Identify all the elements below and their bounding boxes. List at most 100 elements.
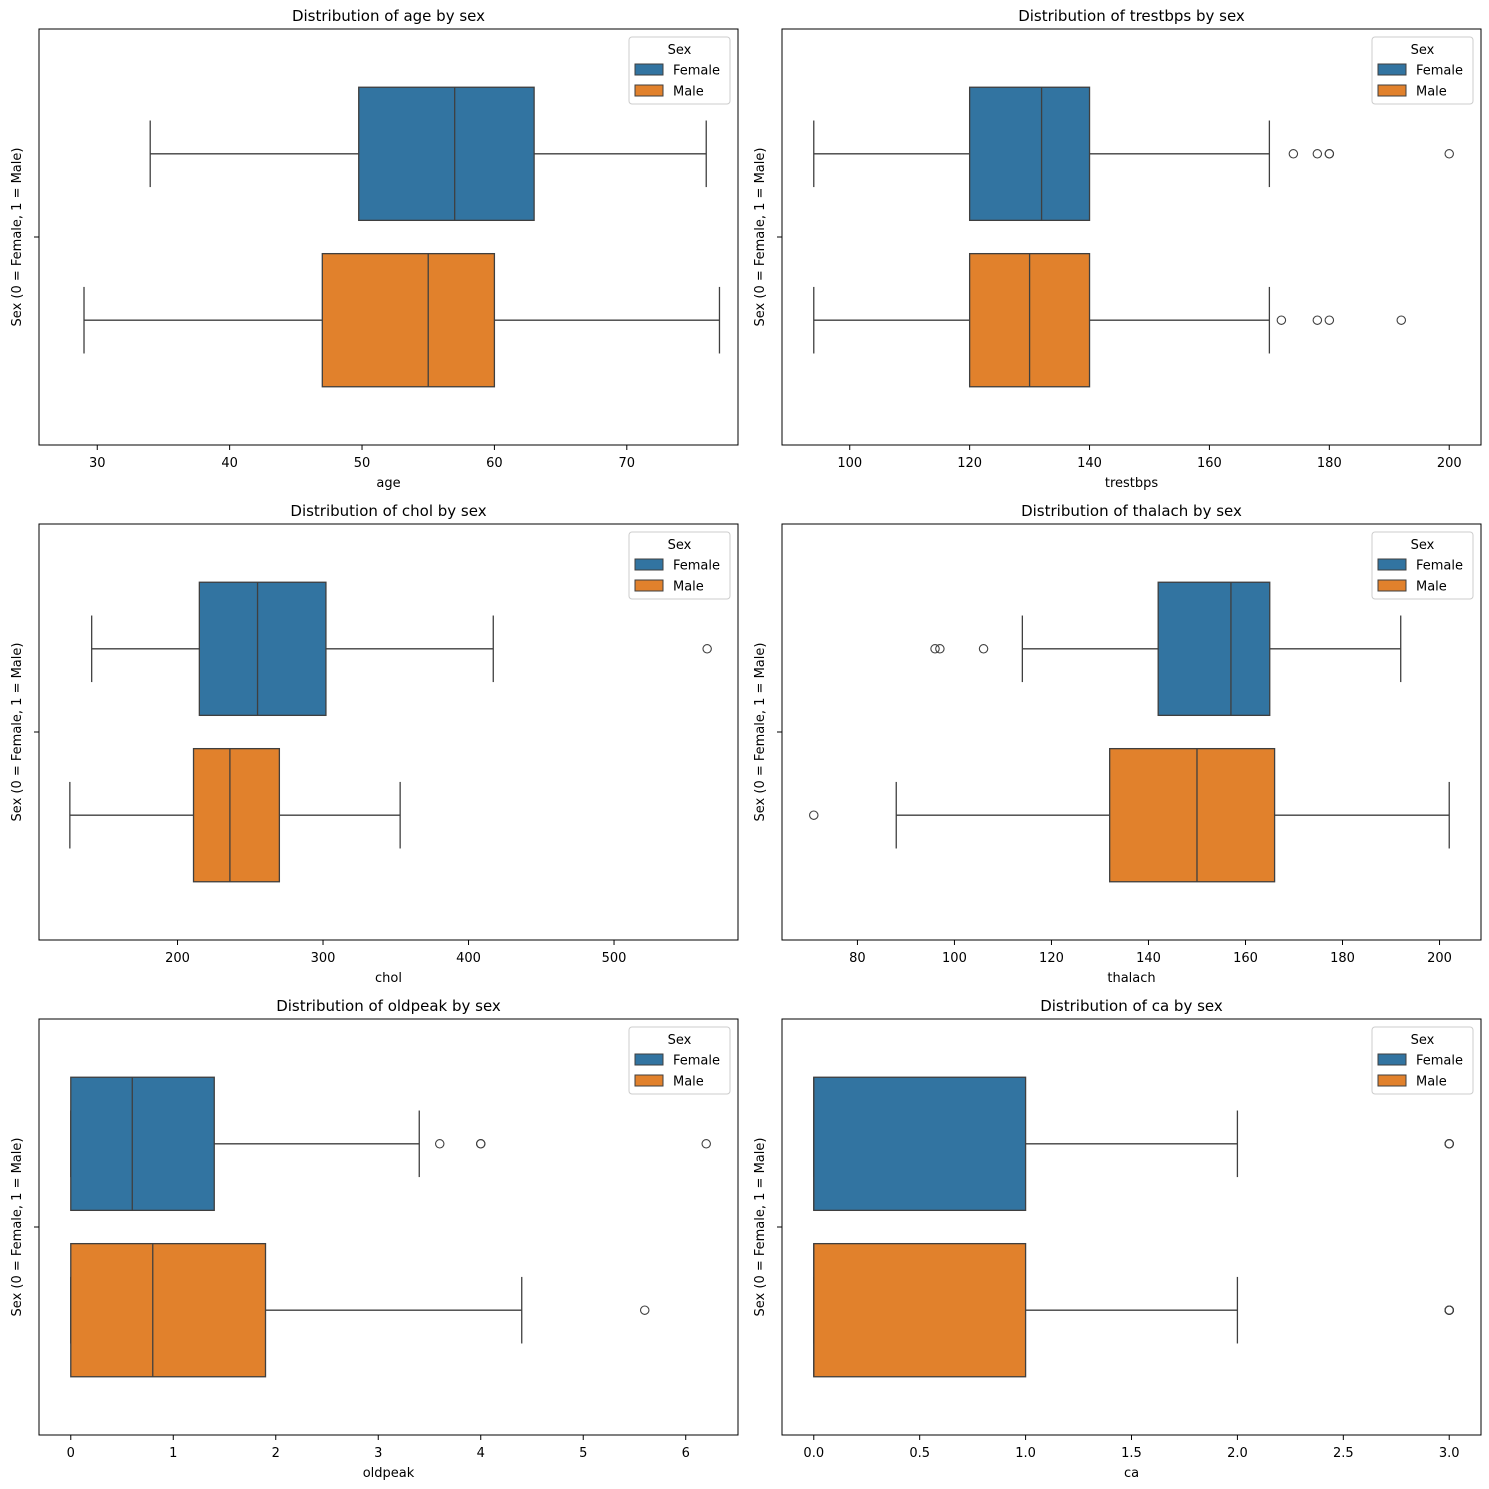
x-tick-label: 80 [849,951,866,966]
legend-swatch-female [634,63,664,76]
legend: Sex Female Male [1371,531,1474,600]
x-tick-label: 70 [619,456,636,471]
outlier-point [701,1139,711,1149]
outlier-point [434,1139,445,1149]
iqr-box [192,747,281,883]
y-axis-label: Sex (0 = Female, 1 = Male) [753,148,768,327]
outlier-point [978,644,989,654]
legend-swatch-male [634,1074,664,1087]
panel-chol: Distribution of chol by sex 200 300 400 500 c… [10,502,739,986]
box-female [813,86,1454,222]
panel-thalach: Distribution of thalach by sex 80 100 120 14… [753,502,1482,986]
legend: Sex Female Male [628,36,731,105]
x-tick-label: 500 [602,951,627,966]
iqr-box [321,252,496,388]
outlier-point [1288,149,1299,159]
x-tick-label: 1 [169,1446,177,1461]
legend-label-female: Female [1416,64,1463,79]
legend-label-female: Female [673,1054,720,1069]
legend-title: Sex [668,43,692,58]
legend-swatch-male [1377,579,1407,592]
iqr-box [813,1242,1027,1378]
box-female [813,1076,1454,1212]
legend: Sex Female Male [628,1026,731,1095]
y-axis-label: Sex (0 = Female, 1 = Male) [753,643,768,822]
box-male [813,1242,1454,1378]
x-axis-label: oldpeak [363,1466,415,1481]
x-tick-label: 1.0 [1015,1446,1036,1461]
legend-label-male: Male [673,85,704,100]
legend-swatch-male [1377,84,1407,97]
legend-swatch-female [1377,558,1407,571]
outlier-point [639,1305,650,1315]
outlier-point [1312,149,1323,159]
x-tick-label: 120 [1039,951,1064,966]
iqr-box [70,1076,215,1212]
panel-oldpeak: Distribution of oldpeak by sex 0 1 2 3 4 5 6 old… [10,997,739,1481]
outlier-point [809,810,819,820]
iqr-box [1157,581,1271,717]
legend-label-female: Female [1416,1054,1463,1069]
legend-label-female: Female [673,559,720,574]
x-tick-label: 3 [374,1446,382,1461]
box-female [930,581,1402,717]
x-axis-label: ca [1124,1466,1139,1481]
y-axis-label: Sex (0 = Female, 1 = Male) [10,148,25,327]
x-tick-label: 200 [1437,456,1462,471]
legend-title: Sex [668,1033,692,1048]
y-axis-label: Sex (0 = Female, 1 = Male) [753,1138,768,1317]
y-axis-label: Sex (0 = Female, 1 = Male) [10,643,25,822]
legend-label-female: Female [673,64,720,79]
legend-swatch-male [634,84,664,97]
x-tick-label: 6 [682,1446,690,1461]
outlier-point [1324,315,1335,325]
x-tick-label: 200 [1427,951,1452,966]
legend: Sex Female Male [628,531,731,600]
chart-title: Distribution of thalach by sex [1021,502,1242,520]
x-tick-label: 0.5 [909,1446,930,1461]
x-axis-label: chol [375,971,402,986]
box-male [69,747,401,883]
outlier-point [1276,315,1287,325]
x-axis-label: trestbps [1105,476,1159,491]
x-tick-label: 2.5 [1333,1446,1354,1461]
panel-ca: Distribution of ca by sex 0.0 0.5 1.0 1.5 2.0… [753,997,1482,1481]
chart-title: Distribution of trestbps by sex [1018,7,1245,25]
legend-title: Sex [1411,1033,1435,1048]
outlier-point [1444,1305,1454,1315]
legend-swatch-female [634,558,664,571]
x-tick-label: 0 [67,1446,75,1461]
x-tick-label: 160 [1197,456,1222,471]
chart-title: Distribution of ca by sex [1040,997,1223,1015]
legend-title: Sex [668,538,692,553]
x-tick-label: 60 [486,456,503,471]
x-tick-label: 140 [1136,951,1161,966]
x-axis-label: thalach [1107,971,1155,986]
outlier-point [1312,315,1323,325]
iqr-box [1109,747,1276,883]
x-tick-label: 1.5 [1121,1446,1142,1461]
legend-title: Sex [1411,43,1435,58]
x-tick-label: 300 [311,951,336,966]
legend-title: Sex [1411,538,1435,553]
legend-swatch-female [1377,63,1407,76]
panel-age: Distribution of age by sex 30 40 50 60 70 age S… [10,7,739,491]
outlier-point [702,644,712,654]
x-tick-label: 0.0 [803,1446,824,1461]
x-tick-label: 40 [221,456,238,471]
iqr-box [813,1076,1027,1212]
legend-label-male: Male [1416,580,1447,595]
legend-swatch-male [634,579,664,592]
x-tick-label: 180 [1317,456,1342,471]
x-tick-label: 5 [579,1446,587,1461]
box-female [149,86,707,222]
chart-title: Distribution of chol by sex [290,502,486,520]
panel-trestbps: Distribution of trestbps by sex 100 120 140… [753,7,1482,491]
legend-swatch-female [634,1053,664,1066]
legend-swatch-male [1377,1074,1407,1087]
x-tick-label: 200 [165,951,190,966]
outlier-point [930,644,940,654]
x-tick-label: 2.0 [1227,1446,1248,1461]
outlier-point [1444,1139,1454,1149]
